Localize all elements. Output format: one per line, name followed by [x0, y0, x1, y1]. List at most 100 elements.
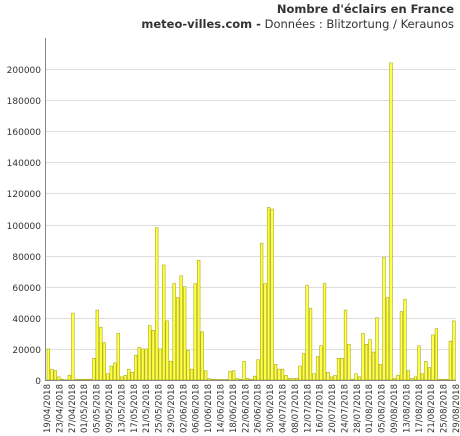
x-tick-label: 21/08/2018 — [427, 384, 437, 433]
y-tick-label: 0 — [35, 377, 41, 387]
bar — [249, 378, 253, 381]
bar — [71, 312, 75, 381]
bar — [259, 242, 264, 381]
bar — [169, 361, 173, 381]
bar — [291, 378, 295, 381]
bar — [315, 356, 320, 381]
bar — [137, 347, 141, 381]
bar — [95, 309, 99, 381]
bar — [329, 376, 334, 381]
bar — [420, 373, 425, 381]
bar — [113, 362, 117, 381]
bar — [340, 357, 344, 381]
bars — [46, 62, 456, 381]
bar — [273, 364, 278, 381]
x-tick-label: 08/07/2018 — [291, 384, 301, 433]
bar — [193, 283, 197, 381]
bar — [197, 260, 201, 381]
bar — [301, 353, 306, 381]
x-tick-label: 14/06/2018 — [217, 384, 227, 433]
bar — [158, 348, 162, 381]
bar — [165, 320, 169, 381]
bar — [116, 333, 120, 381]
bar — [162, 264, 166, 381]
bar — [322, 283, 327, 381]
bar — [246, 378, 250, 381]
bar — [60, 378, 64, 381]
bar — [287, 378, 292, 381]
bar — [151, 330, 155, 381]
x-tick-label: 16/07/2018 — [316, 384, 326, 433]
bar — [183, 286, 187, 381]
bar — [253, 375, 257, 381]
x-tick-label: 09/08/2018 — [390, 384, 400, 433]
x-tick-label: 27/04/2018 — [68, 384, 78, 433]
bar — [385, 297, 390, 381]
y-tick-label: 180000 — [7, 97, 42, 107]
x-tick-label: 18/06/2018 — [229, 384, 239, 433]
x-tick-label: 26/06/2018 — [254, 384, 264, 433]
x-tick-label: 30/06/2018 — [266, 384, 276, 433]
x-tick-label: 09/05/2018 — [105, 384, 115, 433]
bar — [312, 373, 316, 381]
bar — [333, 375, 337, 381]
bar — [85, 378, 89, 381]
bar — [106, 373, 110, 381]
x-tick-label: 25/05/2018 — [155, 384, 165, 433]
bar — [378, 364, 383, 381]
bar — [141, 348, 145, 381]
grid-lines — [45, 69, 456, 381]
data-source: Données : Blitzortung / Keraunos — [264, 17, 454, 31]
bar — [298, 365, 302, 381]
bar — [130, 371, 134, 381]
site-name: meteo-villes.com - — [141, 17, 261, 31]
bar — [120, 376, 124, 381]
bar — [354, 373, 358, 381]
x-tick-label: 12/07/2018 — [303, 384, 313, 433]
bar — [46, 348, 50, 381]
x-axis-ticks: 19/04/2018 23/04/2018 27/04/2018 01/05/2018… — [43, 384, 460, 433]
bar — [109, 365, 113, 381]
y-axis-ticks: 0 20000 40000 60000 80000 100000 120000 140000 1… — [7, 66, 42, 387]
bar — [448, 340, 452, 381]
bar — [427, 367, 432, 381]
bar — [134, 354, 138, 381]
y-tick-label: 60000 — [12, 284, 41, 294]
y-tick-label: 80000 — [12, 253, 41, 263]
bar — [232, 370, 236, 381]
bar — [371, 351, 376, 381]
bar — [277, 368, 281, 381]
y-tick-label: 120000 — [7, 190, 42, 200]
bar — [347, 344, 351, 381]
bar — [207, 378, 211, 381]
chart-header: Nombre d'éclairs en France meteo-villes.… — [141, 2, 454, 32]
bar — [179, 275, 183, 381]
x-tick-label: 13/05/2018 — [117, 384, 127, 433]
x-tick-label: 17/08/2018 — [415, 384, 425, 433]
bar — [389, 62, 393, 381]
y-tick-label: 100000 — [7, 222, 42, 232]
x-tick-label: 23/04/2018 — [55, 384, 65, 433]
bar — [424, 361, 428, 381]
bar — [81, 378, 85, 381]
bar — [92, 357, 96, 381]
bar — [375, 317, 379, 381]
bar — [452, 320, 456, 381]
bar — [406, 370, 411, 381]
x-tick-label: 06/06/2018 — [192, 384, 202, 433]
x-tick-label: 01/05/2018 — [80, 384, 90, 433]
bar — [441, 378, 445, 381]
bar — [186, 350, 190, 381]
bar — [417, 345, 421, 381]
bar — [266, 207, 271, 381]
bar — [399, 311, 404, 381]
bar — [50, 368, 54, 381]
x-tick-label: 22/06/2018 — [241, 384, 251, 433]
bar — [57, 376, 61, 381]
bar — [67, 375, 71, 381]
bar — [242, 361, 246, 381]
x-tick-label: 05/05/2018 — [93, 384, 103, 433]
bar — [434, 328, 439, 381]
bar — [350, 378, 355, 381]
